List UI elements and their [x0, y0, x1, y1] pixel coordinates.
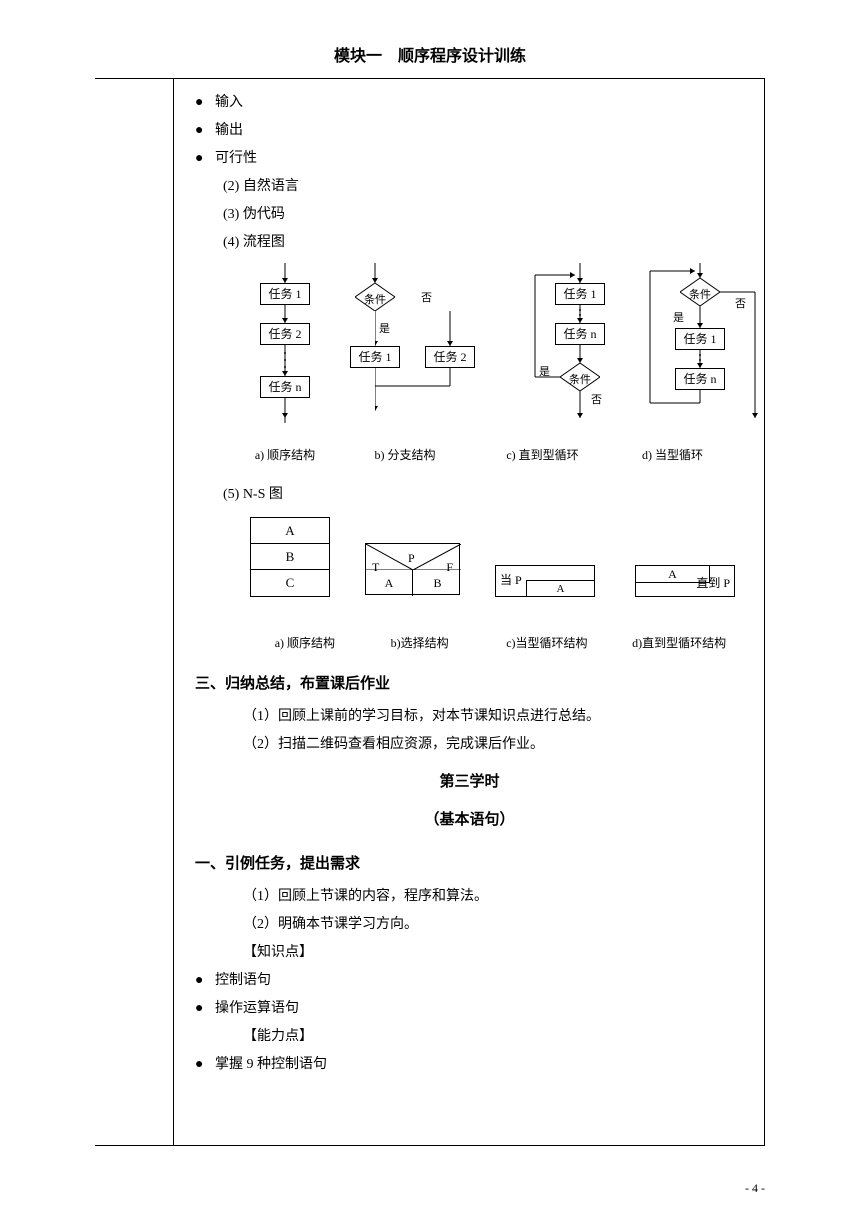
list-item: (2) 自然语言: [195, 173, 744, 201]
list-item: （1）回顾上节课的内容，程序和算法。: [195, 883, 744, 911]
list-item: (3) 伪代码: [195, 201, 744, 229]
list-item: （2）明确本节课学习方向。: [195, 911, 744, 939]
content-frame: ●输入 ●输出 ●可行性 (2) 自然语言 (3) 伪代码 (4) 流程图 任务…: [95, 78, 765, 1146]
list-item: （1）回顾上课前的学习目标，对本节课知识点进行总结。: [195, 703, 744, 731]
page-number: - 4 -: [745, 1181, 765, 1196]
section-heading: 一、引例任务，提出需求: [195, 849, 744, 879]
list-item: (5) N-S 图: [195, 481, 744, 509]
list-item: ●控制语句: [195, 967, 744, 995]
label: 【知识点】: [195, 939, 744, 967]
ns-captions: a) 顺序结构 b)选择结构 c)当型循环结构 d)直到型循环结构: [250, 631, 744, 655]
column-divider: [173, 79, 174, 1145]
list-item: ●输入: [195, 89, 744, 117]
flowchart-captions: a) 顺序结构 b) 分支结构 c) 直到型循环 d) 当型循环: [235, 443, 744, 467]
list-item: ●操作运算语句: [195, 995, 744, 1023]
flowchart-diagram: 任务 1 任务 2 任务 n 条件 是 否 任务 1 任务 2: [235, 263, 744, 443]
label: 【能力点】: [195, 1023, 744, 1051]
list-item: （2）扫描二维码查看相应资源，完成课后作业。: [195, 731, 744, 759]
page-header: 模块一 顺序程序设计训练: [0, 0, 860, 78]
list-item: ●输出: [195, 117, 744, 145]
content-area: ●输入 ●输出 ●可行性 (2) 自然语言 (3) 伪代码 (4) 流程图 任务…: [195, 89, 744, 1079]
ns-diagram: A B C P T F A B 当 P A: [250, 517, 744, 627]
list-item: ●掌握 9 种控制语句: [195, 1051, 744, 1079]
lesson-title: 第三学时: [195, 767, 744, 797]
section-heading: 三、归纳总结，布置课后作业: [195, 669, 744, 699]
list-item: (4) 流程图: [195, 229, 744, 257]
list-item: ●可行性: [195, 145, 744, 173]
lesson-subtitle: （基本语句）: [195, 805, 744, 835]
